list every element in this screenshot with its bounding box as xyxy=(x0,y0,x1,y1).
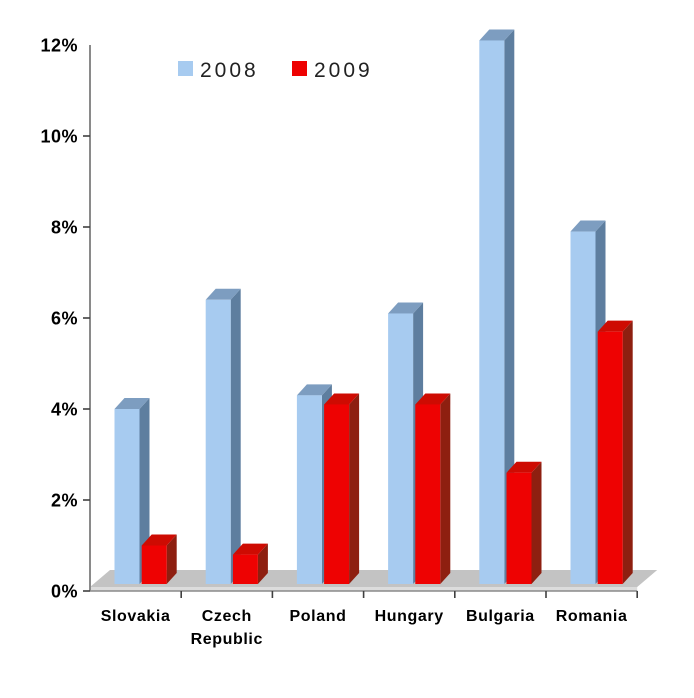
bar-top-face xyxy=(296,384,332,396)
bar-top-face xyxy=(141,534,177,546)
bar-front-face xyxy=(296,395,322,584)
svg-text:Hungary: Hungary xyxy=(375,608,444,625)
bar-top-face xyxy=(506,461,542,473)
bar-side-face xyxy=(504,29,515,584)
svg-text:Poland: Poland xyxy=(290,608,347,625)
bar-side-face xyxy=(230,288,241,584)
bar-front-face xyxy=(506,472,532,584)
bar-czech-republic-2008 xyxy=(205,288,241,584)
bar-bulgaria-2009 xyxy=(506,461,542,584)
bar-front-face xyxy=(232,554,258,584)
bar-slovakia-2008 xyxy=(114,398,150,584)
bar-poland-2009 xyxy=(324,393,360,584)
bar-front-face xyxy=(388,313,414,584)
bar-front-face xyxy=(205,299,231,584)
y-tick-label-0: 0% xyxy=(51,582,78,602)
bar-front-face xyxy=(141,545,167,584)
y-tick-label-6: 6% xyxy=(51,309,78,329)
bar-front-face xyxy=(415,404,441,584)
bar-top-face xyxy=(570,220,606,232)
svg-text:Republic: Republic xyxy=(191,631,263,648)
bar-side-face xyxy=(622,320,633,584)
bar-top-face xyxy=(324,393,360,405)
svg-text:Bulgaria: Bulgaria xyxy=(466,608,535,625)
bar-side-face xyxy=(257,543,268,584)
x-category-label-bulgaria: Bulgaria xyxy=(466,608,535,625)
bar-side-face xyxy=(139,398,150,584)
x-category-label-czech-republic: Czech Republic xyxy=(191,608,263,648)
chart-floor-front-edge xyxy=(90,587,638,591)
bar-side-face xyxy=(440,393,451,584)
bar-front-face xyxy=(597,331,623,584)
x-category-label-poland: Poland xyxy=(290,608,347,625)
bar-bulgaria-2008 xyxy=(479,29,515,584)
bar-czech-republic-2009 xyxy=(232,543,268,584)
x-category-label-romania: Romania xyxy=(556,608,628,625)
y-tick-label-12: 12% xyxy=(40,36,78,56)
legend-label-2008: 2008 xyxy=(200,59,259,82)
bar-side-face xyxy=(349,393,360,584)
bar-front-face xyxy=(324,404,350,584)
bar-top-face xyxy=(479,29,515,41)
bar-hungary-2009 xyxy=(415,393,451,584)
svg-text:Romania: Romania xyxy=(556,608,628,625)
svg-text:Slovakia: Slovakia xyxy=(101,608,171,625)
bar-top-face xyxy=(597,320,633,332)
legend-label-2009: 2009 xyxy=(314,59,373,82)
y-tick-label-10: 10% xyxy=(40,127,78,147)
legend-swatch-2008 xyxy=(178,61,193,76)
bar-side-face xyxy=(531,461,542,584)
bar-top-face xyxy=(205,288,241,300)
bar-side-face xyxy=(166,534,177,584)
bar-top-face xyxy=(114,398,150,409)
legend-item-2008: 2008 xyxy=(178,59,259,82)
y-tick-label-2: 2% xyxy=(51,491,78,511)
bar-front-face xyxy=(479,40,505,584)
x-category-label-hungary: Hungary xyxy=(375,608,444,625)
svg-text:Czech: Czech xyxy=(202,608,252,625)
legend-swatch-2009 xyxy=(292,61,307,76)
bar-front-face xyxy=(114,409,140,584)
x-category-label-slovakia: Slovakia xyxy=(101,608,171,625)
y-tick-label-8: 8% xyxy=(51,218,78,238)
bar-front-face xyxy=(570,231,596,585)
legend-item-2009: 2009 xyxy=(292,59,373,82)
bar-top-face xyxy=(415,393,451,405)
bar-top-face xyxy=(388,302,424,314)
bar-top-face xyxy=(232,543,268,555)
bar-slovakia-2009 xyxy=(141,534,177,584)
bar-romania-2009 xyxy=(597,320,633,584)
y-tick-label-4: 4% xyxy=(51,400,78,420)
